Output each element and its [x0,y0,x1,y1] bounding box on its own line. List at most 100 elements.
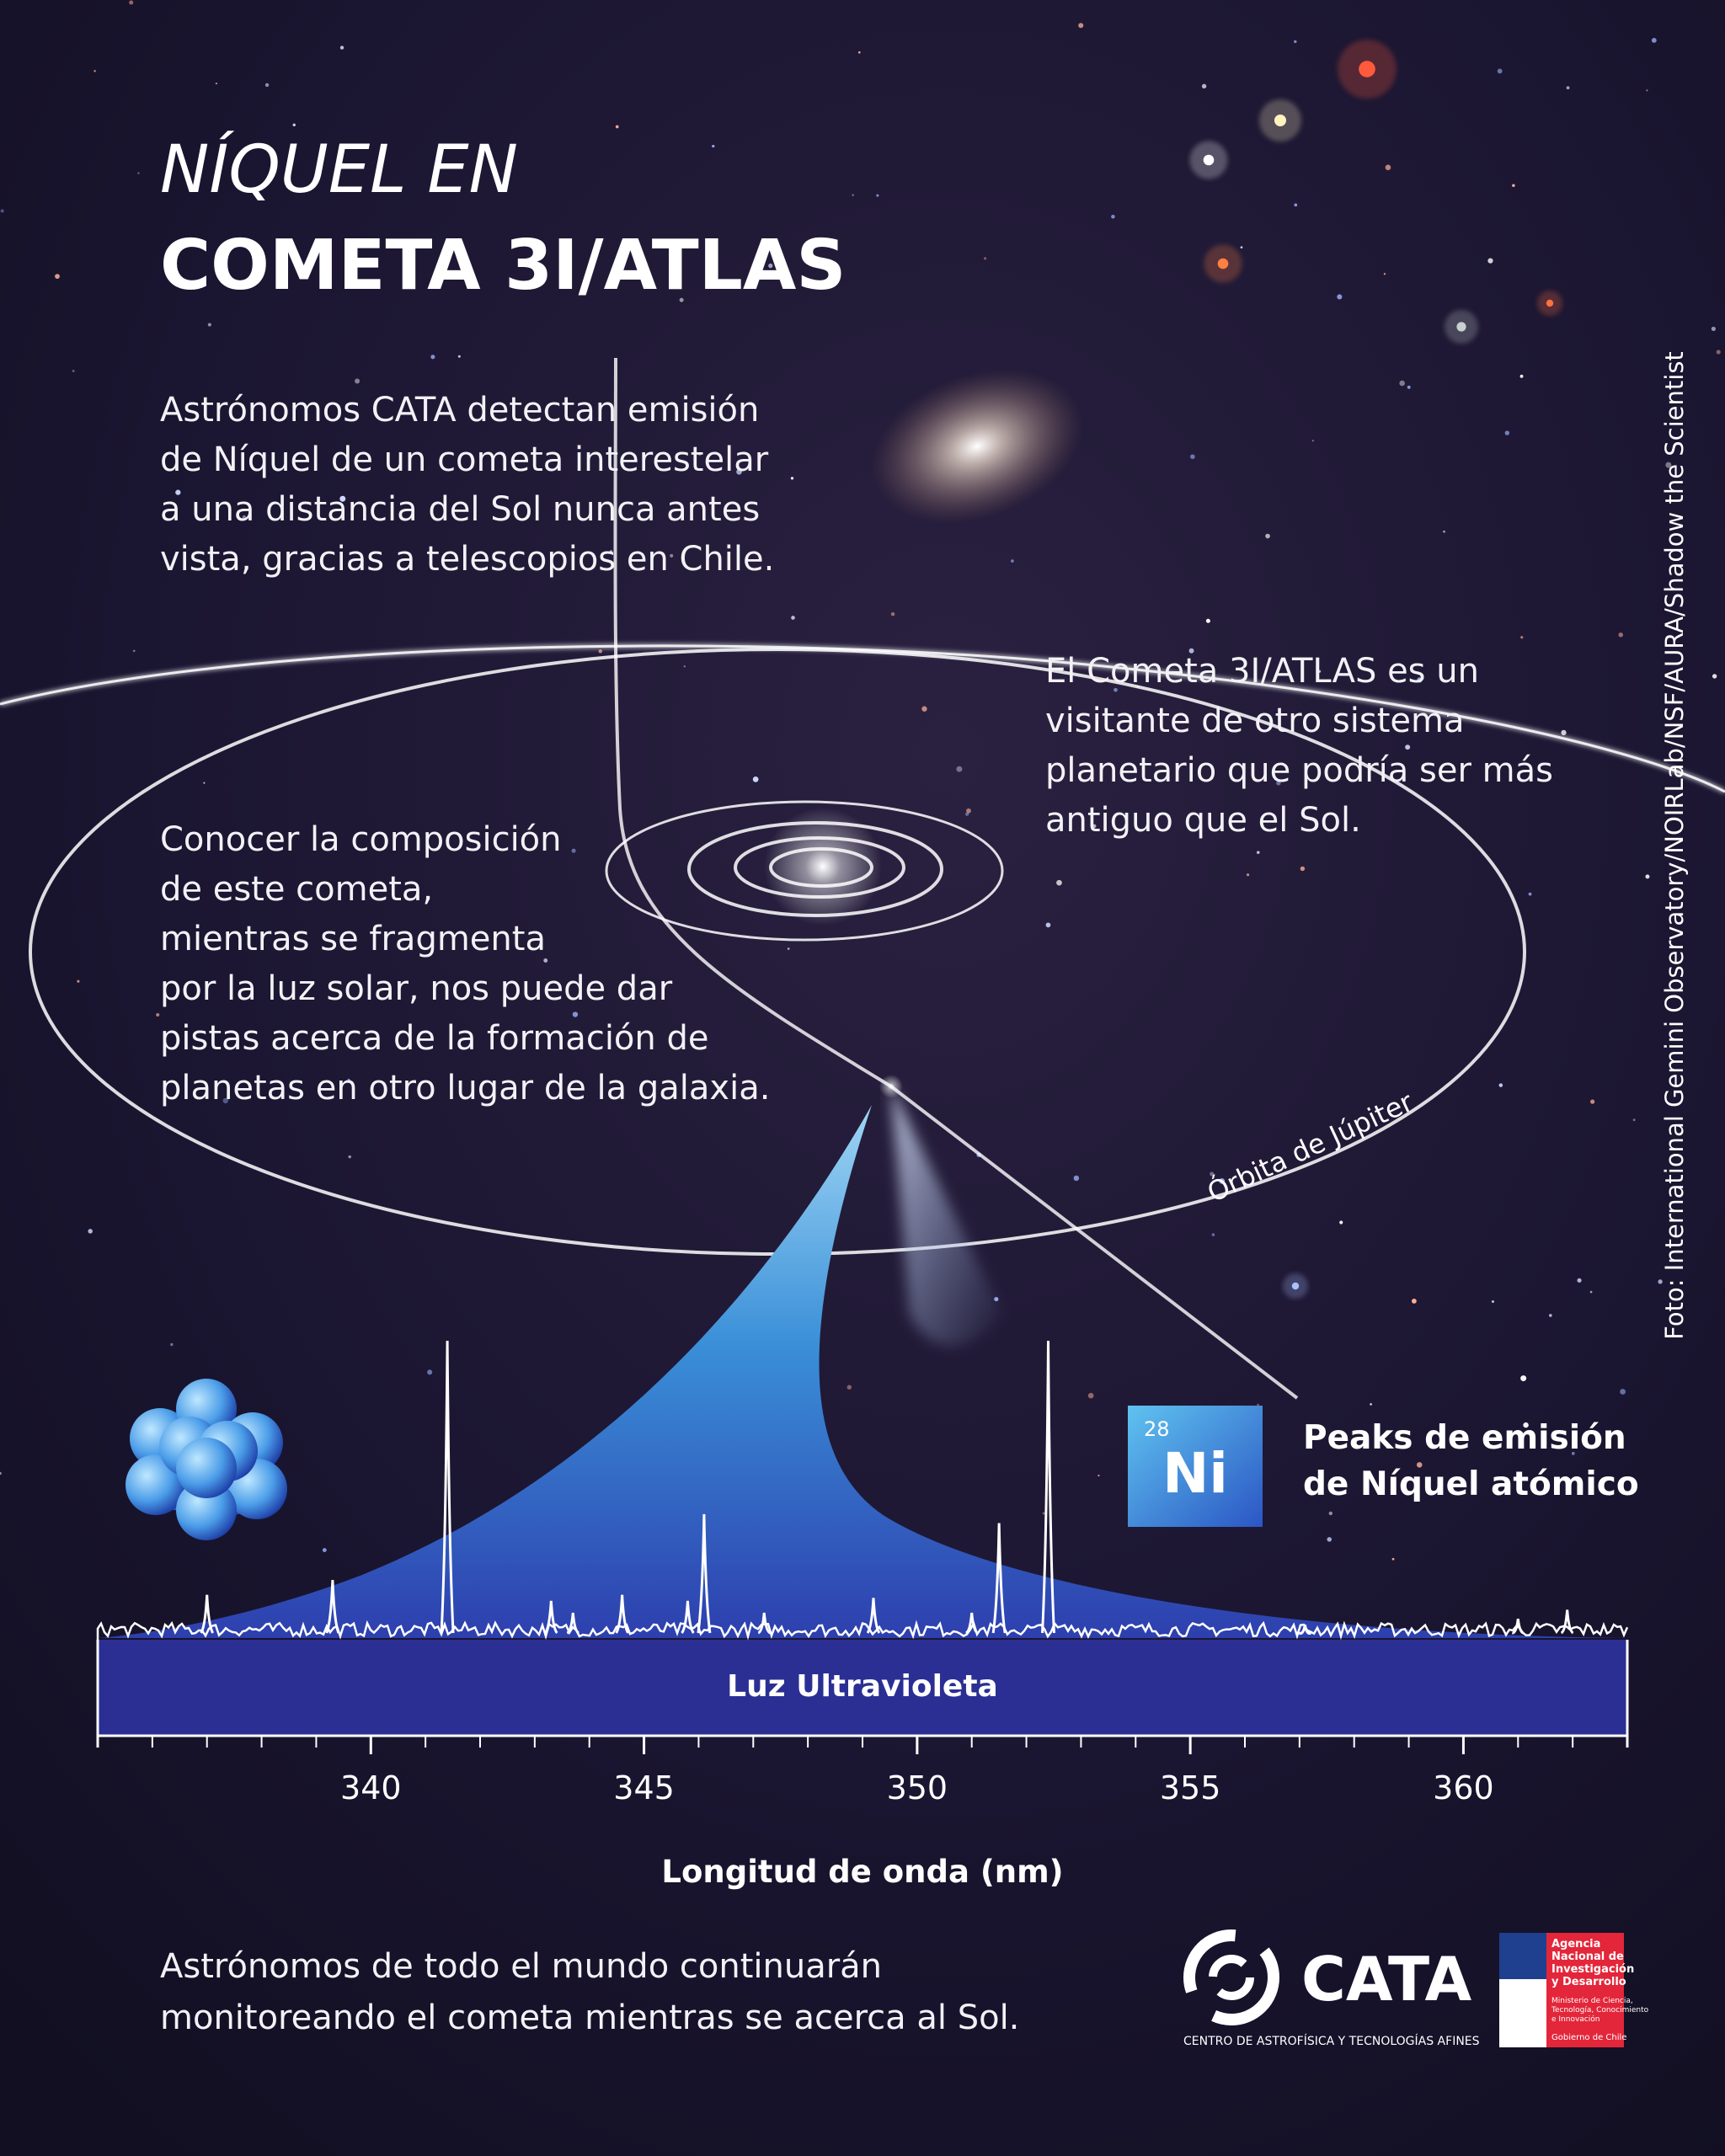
atom-particle [176,1438,237,1498]
star [1589,1290,1593,1294]
star [72,369,75,372]
star [1618,632,1624,638]
cata-logo-mark [1183,1929,1279,2025]
star [170,1342,174,1347]
bright-star [1359,61,1375,77]
star [339,495,346,502]
star [1188,648,1194,654]
star [615,125,619,129]
star [88,1229,93,1234]
comet-trajectory [613,357,1299,1400]
intro-line: a una distancia del Sol nunca antes [160,490,760,529]
star [1111,214,1115,219]
atomic-number: 28 [1144,1417,1170,1441]
emission-peak [1298,1624,1312,1635]
star [55,274,60,280]
star [1087,1392,1094,1399]
bright-star [1203,154,1215,166]
star [1370,1403,1372,1406]
gov-ministry-line: Ministerio de Ciencia, [1551,1997,1633,2005]
star [1265,533,1270,539]
emission-peak [544,1600,558,1634]
star [670,553,674,558]
star [1092,824,1097,829]
star [752,776,759,782]
band-label: Luz Ultravioleta [727,1669,998,1704]
sun [764,808,882,926]
nickel-atom-icon [126,1379,287,1540]
star [1219,1177,1226,1184]
star [207,323,211,327]
star [858,51,861,54]
star [1712,674,1717,679]
star [222,1097,229,1104]
x-tick-label: 345 [613,1769,675,1806]
intro-line: de Níquel de un cometa interestelar [160,440,769,479]
composition-line: de este cometa, [160,870,433,909]
bright-star [1291,1282,1300,1290]
star [572,1011,579,1017]
star [683,665,686,668]
emission-peak [566,1612,580,1635]
star [1487,258,1493,264]
element-box [1128,1406,1263,1527]
composition-line: mientras se fragmenta [160,920,546,958]
bright-star [1217,258,1229,270]
visitor-line: visitante de otro sistema [1045,702,1464,740]
composition-line: por la luz solar, nos puede dar [160,969,673,1008]
emission-peak [991,1523,1007,1634]
star [790,477,794,480]
star [1658,1279,1663,1284]
composition-line: pistas acerca de la formación de [160,1019,708,1058]
emission-peak [440,1340,455,1634]
emission-peak [681,1600,695,1634]
emission-peak [615,1594,629,1634]
star [1256,851,1260,854]
gov-ministry-line: e Innovación [1551,2015,1599,2024]
footer-line: Astrónomos de todo el mundo continuarán [160,1947,882,1986]
star [571,848,576,853]
star [137,172,140,174]
star [1205,618,1210,623]
emission-peak [200,1594,215,1634]
spectrum-chart: Luz Ultravioleta 340 345 350 355 360 Longitud … [96,1340,1629,1890]
star [1327,1537,1332,1542]
bright-star [1546,299,1554,307]
star [1276,781,1281,786]
emission-peak [964,1612,979,1635]
logo-subtitle: CENTRO DE ASTROFÍSICA Y TECNOLOGÍAS AFIN… [1183,2034,1480,2048]
star [430,355,435,360]
star [1417,677,1423,683]
star [598,649,603,654]
emission-peak [757,1612,772,1635]
star [921,706,927,712]
star [1210,1171,1215,1177]
x-tick-label: 340 [340,1769,402,1806]
star [1339,1220,1343,1225]
star [736,468,742,475]
star [1114,687,1118,692]
star [1645,874,1650,879]
x-tick-label: 350 [887,1769,948,1806]
star [1246,873,1250,877]
star [1056,879,1062,886]
star [1294,40,1297,44]
emission-cone [98,1105,1627,1638]
star [1651,38,1657,43]
star [1300,866,1306,872]
title-line-1: NÍQUEL EN [160,131,518,208]
emission-peak [1560,1609,1574,1635]
star [890,611,895,616]
star [1383,273,1386,275]
star [175,489,181,495]
star [1491,1299,1494,1304]
star [132,649,136,653]
star [339,45,344,50]
star [1011,559,1014,563]
star [1328,1511,1333,1516]
cata-logo: CATA CENTRO DE ASTROFÍSICA Y TECNOLOGÍAS… [1183,1929,1480,2048]
emission-peak [697,1513,712,1634]
star [1632,1118,1636,1122]
star [457,355,461,358]
star [77,979,80,983]
